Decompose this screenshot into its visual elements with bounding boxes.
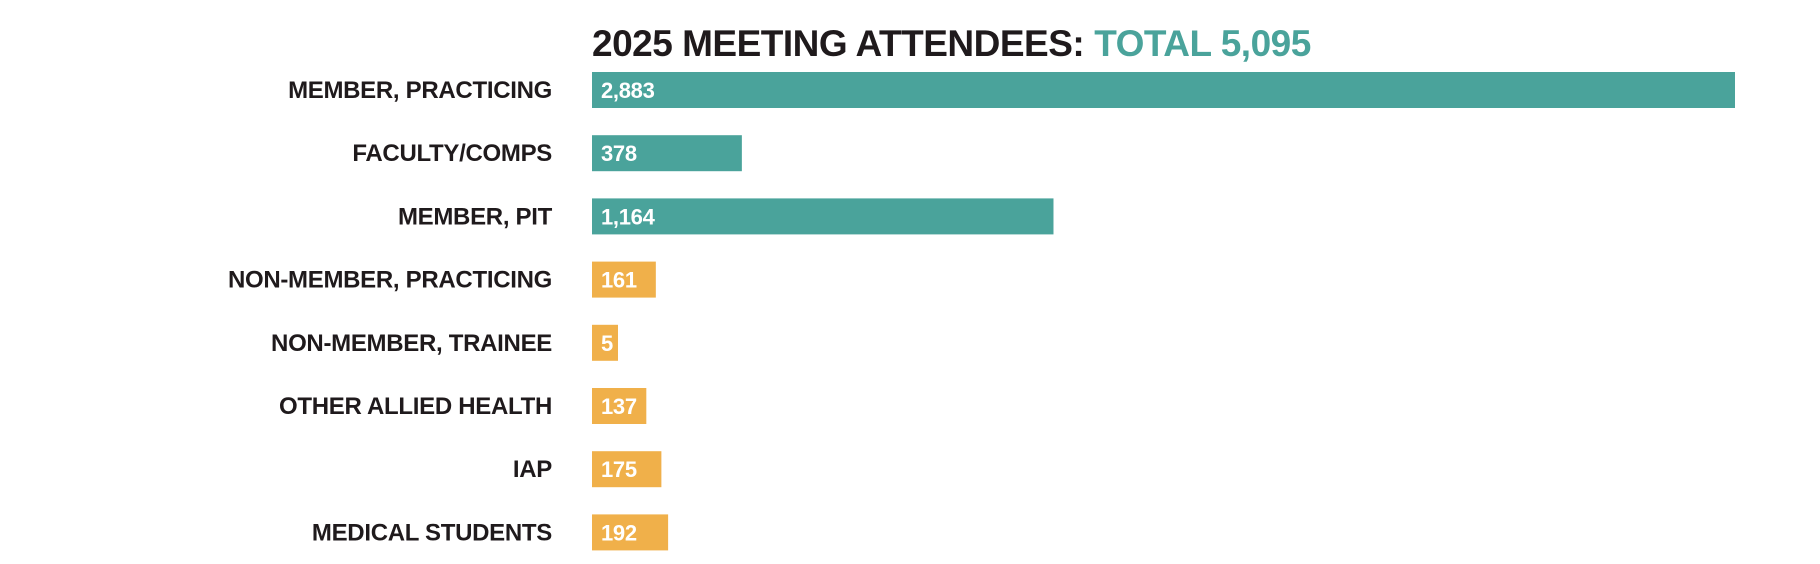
bar (592, 261, 656, 298)
bar-value-label: 378 (601, 141, 637, 166)
bar (592, 135, 742, 172)
bar (592, 451, 662, 488)
bar-value-label: 137 (601, 394, 637, 419)
category-label: IAP (513, 456, 552, 483)
bar-value-label: 175 (601, 457, 637, 482)
chart-title-total: TOTAL 5,095 (1094, 23, 1311, 64)
category-label: NON-MEMBER, PRACTICING (228, 267, 552, 294)
bar (592, 198, 1054, 235)
category-label: MEDICAL STUDENTS (312, 519, 552, 546)
category-label: FACULTY/COMPS (352, 140, 552, 167)
bar-value-label: 2,883 (601, 78, 655, 103)
category-label: NON-MEMBER, TRAINEE (271, 330, 552, 357)
bar-value-label: 1,164 (601, 204, 656, 229)
category-label: MEMBER, PRACTICING (288, 77, 552, 104)
bar-value-label: 5 (601, 331, 613, 356)
bar-value-label: 161 (601, 268, 637, 293)
chart-title: 2025 MEETING ATTENDEES: TOTAL 5,095 (592, 23, 1311, 64)
bars-group: MEMBER, PRACTICING 2,883 FACULTY/COMPS 378 M… (228, 72, 1735, 551)
bar (592, 72, 1735, 108)
chart-title-text: 2025 MEETING ATTENDEES: (592, 23, 1084, 64)
category-label: OTHER ALLIED HEALTH (279, 393, 552, 420)
bar-value-label: 192 (601, 520, 637, 545)
bar (592, 388, 647, 424)
category-label: MEMBER, PIT (398, 203, 553, 230)
bar (592, 514, 669, 551)
bar (592, 324, 618, 361)
